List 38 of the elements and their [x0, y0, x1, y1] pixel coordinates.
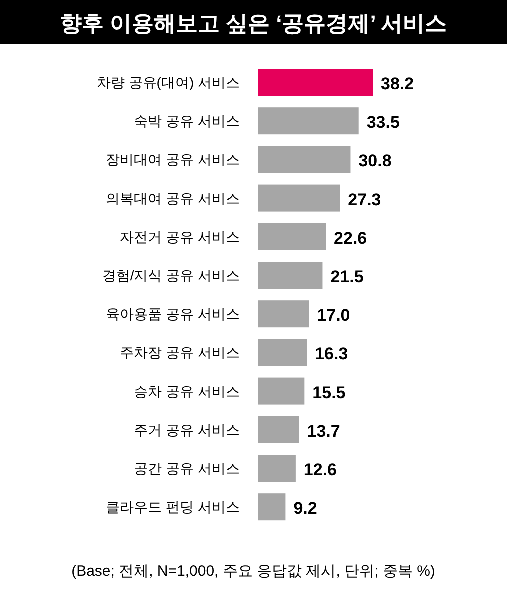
data-label: 33.5: [366, 113, 400, 132]
y-tick-label: 의복대여 공유 서비스: [106, 190, 240, 206]
data-label: 17.0: [317, 306, 350, 326]
chart-title: 향후 이용해보고 싶은 ‘공유경제’ 서비스: [60, 11, 448, 36]
text: (Base; 전체, N=1,000, 주요 응답값 제시, 단위; 중복 %): [72, 563, 436, 580]
y-tick-label: 차량 공유(대여) 서비스: [96, 74, 240, 90]
bar: [258, 378, 305, 405]
data-label: 16.3: [315, 344, 348, 364]
y-tick-label: 주거 공유 서비스: [134, 422, 240, 438]
bar: [258, 339, 308, 366]
bar: [258, 262, 323, 289]
data-label: 22.6: [334, 228, 368, 248]
data-label: 9.2: [294, 499, 318, 518]
y-tick-label: 경험/지식 공유 서비스: [102, 268, 240, 284]
y-tick-label: 숙박 공유 서비스: [134, 113, 240, 130]
bar: [258, 300, 310, 328]
bar: [258, 184, 340, 212]
y-tick-label: 승차 공유 서비스: [134, 383, 240, 400]
bar: [258, 69, 373, 96]
y-tick-label: 자전거 공유 서비스: [120, 228, 240, 245]
data-label: 21.5: [330, 268, 364, 286]
y-tick-label: 주차장 공유 서비스: [120, 344, 240, 361]
data-label: 30.8: [358, 152, 392, 171]
y-tick-label: 육아용품 공유 서비스: [106, 306, 240, 322]
y-tick-label: 클라우드 펀딩 서비스: [106, 499, 240, 516]
y-tick-label: 공간 공유 서비스: [134, 460, 240, 476]
bar: [258, 146, 351, 174]
data-label: 15.5: [312, 383, 346, 402]
bar: [258, 494, 286, 521]
data-label: 13.7: [307, 422, 340, 441]
y-tick-label: 장비대여 공유 서비스: [106, 152, 240, 168]
bar: [258, 108, 359, 135]
data-label: 38.2: [381, 74, 414, 94]
data-label: 27.3: [348, 190, 382, 210]
data-label: 12.6: [304, 460, 338, 480]
bar: [258, 416, 300, 444]
bar: [258, 455, 296, 482]
bar: [258, 223, 326, 250]
